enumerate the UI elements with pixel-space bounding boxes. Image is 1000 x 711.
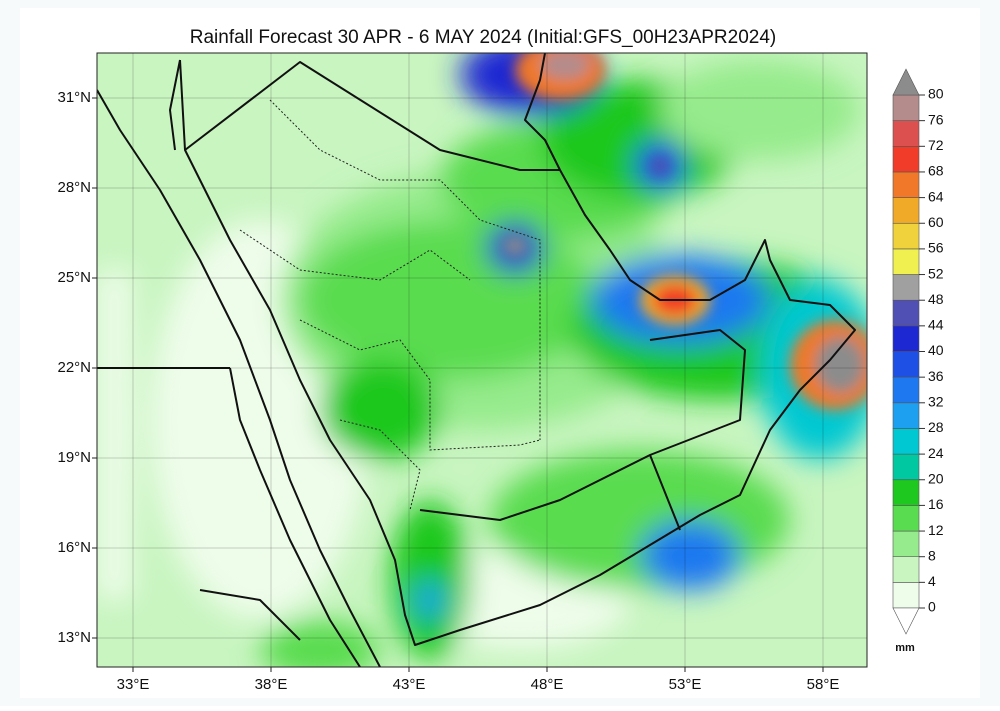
colorbar-segment (892, 120, 920, 147)
colorbar-segment (892, 402, 920, 429)
colorbar-segment (892, 505, 920, 532)
lat-tick-label: 31°N (57, 89, 91, 106)
lat-tick-label: 28°N (57, 179, 91, 196)
colorbar-label: 16 (928, 496, 944, 512)
lon-tick-label: 53°E (669, 676, 702, 693)
map-title: Rainfall Forecast 30 APR - 6 MAY 2024 (I… (190, 27, 776, 48)
colorbar-label: 52 (928, 265, 944, 281)
colorbar-segment (892, 248, 920, 275)
region-borders (239, 99, 541, 511)
colorbar-segment (892, 222, 920, 250)
colorbar-label: 12 (928, 522, 944, 538)
colorbar-label: 8 (928, 547, 936, 563)
colorbar-label: 80 (928, 86, 944, 102)
colorbar-segment (892, 453, 920, 481)
colorbar-segment (892, 351, 920, 378)
colorbar-label: 36 (928, 368, 944, 384)
colorbar-segment (892, 299, 920, 327)
colorbar-segment (892, 274, 920, 301)
lat-tick-label: 25°N (57, 269, 91, 286)
colorbar-segment (892, 556, 920, 583)
colorbar-label: 64 (928, 188, 944, 204)
colorbar-label: 56 (928, 240, 944, 256)
colorbar-label: 76 (928, 111, 944, 127)
colorbar-segment (892, 376, 920, 404)
rain-areas (97, 53, 867, 667)
colorbar-segment (892, 171, 920, 198)
lat-tick-label: 16°N (57, 539, 91, 556)
colorbar-unit: mm (895, 642, 915, 654)
colorbar-segment (892, 325, 920, 352)
graticule: 33°E 38°E 43°E 48°E 53°E 58°E 31°N 28°N 25°N 22°N… (57, 53, 867, 693)
lon-tick-label: 33°E (117, 676, 150, 693)
colorbar-label: 44 (928, 317, 944, 333)
rainfall-field (97, 53, 867, 667)
plot-frame (96, 52, 868, 668)
colorbar-segment (892, 197, 920, 224)
colorbar-segment (892, 479, 920, 506)
colorbar-label: 60 (928, 214, 944, 230)
colorbar-segment (892, 146, 920, 173)
lat-tick-label: 22°N (57, 359, 91, 376)
colorbar-label: 24 (928, 445, 944, 461)
colorbar-segment (892, 428, 920, 455)
colorbar-under (892, 607, 920, 635)
coastlines (97, 53, 856, 667)
colorbar-segment (892, 94, 920, 121)
colorbar-label: 0 (928, 599, 936, 615)
colorbar-label: 72 (928, 137, 944, 153)
colorbar-label: 68 (928, 163, 944, 179)
colorbar-label: 4 (928, 573, 936, 589)
lon-tick-label: 48°E (531, 676, 564, 693)
lon-tick-label: 43°E (393, 676, 426, 693)
colorbar-label: 20 (928, 470, 944, 486)
lat-tick-label: 19°N (57, 449, 91, 466)
colorbar-segment (892, 582, 920, 609)
colorbar-label: 40 (928, 342, 944, 358)
colorbar-segment (892, 530, 920, 557)
colorbar-label: 32 (928, 394, 944, 410)
lon-tick-label: 58°E (807, 676, 840, 693)
colorbar-label: 28 (928, 419, 944, 435)
colorbar-over (892, 68, 920, 96)
colorbar-label: 48 (928, 291, 944, 307)
lat-tick-label: 13°N (57, 629, 91, 646)
lon-tick-label: 38°E (255, 676, 288, 693)
